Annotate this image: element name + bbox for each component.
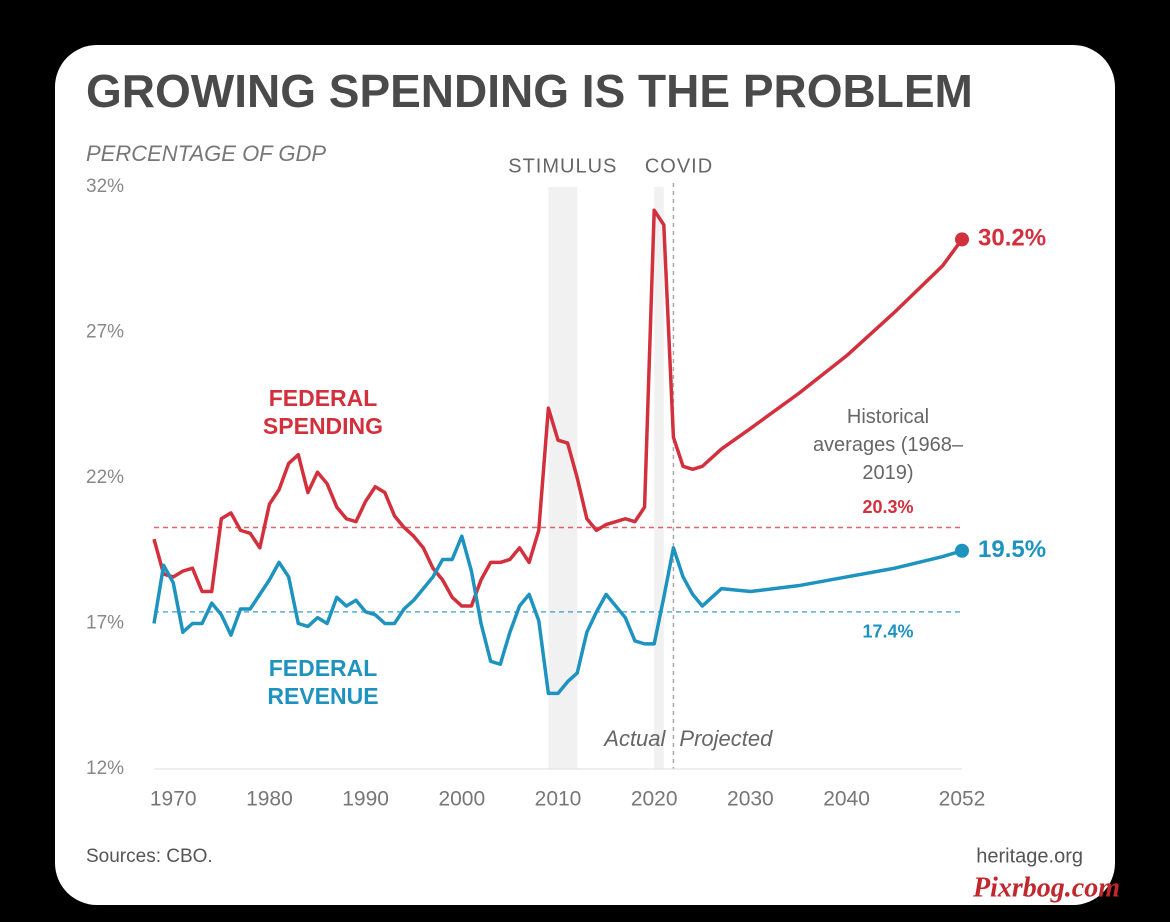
- value-label: 30.2%: [978, 225, 1046, 252]
- divider-label: Projected: [679, 726, 773, 751]
- reference-label: 20.3%: [862, 497, 913, 517]
- y-tick-label: 27%: [86, 322, 124, 343]
- y-tick-label: 22%: [86, 467, 124, 488]
- chart-title: GROWING SPENDING IS THE PROBLEM: [86, 65, 973, 117]
- series-line: [152, 534, 963, 696]
- divider-label: Actual: [602, 726, 666, 751]
- x-tick-label: 1980: [246, 788, 293, 811]
- x-tick-label: 1970: [150, 788, 197, 811]
- watermark: Pixrbog.com: [972, 872, 1120, 903]
- value-label: 19.5%: [978, 536, 1046, 563]
- source: Sources: CBO.: [86, 846, 213, 867]
- subtitle: PERCENTAGE OF GDP: [86, 141, 326, 166]
- reference-label: 17.4%: [862, 622, 913, 642]
- x-tick-label: 2040: [823, 788, 870, 811]
- y-tick-label: 12%: [86, 758, 124, 779]
- card: [55, 45, 1115, 905]
- reference-title: Historical averages (1968–2019): [812, 406, 964, 484]
- series-label: FEDERAL REVENUE: [267, 655, 379, 709]
- x-tick-label: 1990: [342, 788, 389, 811]
- y-tick-label: 17%: [86, 613, 124, 634]
- end-point: [955, 232, 969, 247]
- x-tick-label: 2000: [438, 788, 485, 811]
- band: [654, 187, 664, 769]
- band-label: COVID: [645, 155, 713, 177]
- band: [548, 187, 578, 769]
- credit: heritage.org: [976, 845, 1083, 867]
- x-tick-label: 2030: [727, 788, 774, 811]
- x-tick-label: 2052: [939, 788, 986, 811]
- y-tick-label: 32%: [86, 176, 124, 197]
- series-line: [152, 208, 964, 608]
- x-tick-label: 2010: [535, 788, 582, 811]
- band-label: STIMULUS: [508, 155, 617, 177]
- end-point: [955, 543, 969, 558]
- series-label: FEDERAL SPENDING: [262, 385, 384, 439]
- x-tick-label: 2020: [631, 788, 678, 811]
